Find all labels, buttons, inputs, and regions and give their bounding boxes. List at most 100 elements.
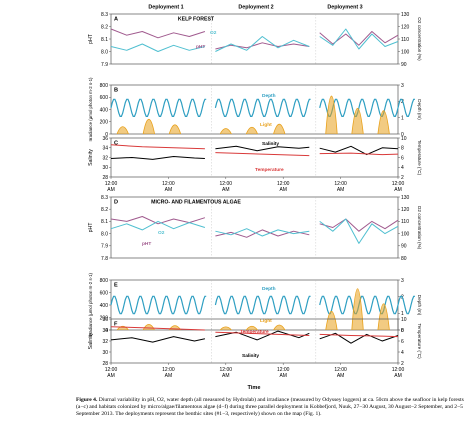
series-pht-line <box>319 31 399 46</box>
series-pht-line <box>215 42 310 50</box>
x-tick-label: 12:00 <box>277 367 290 373</box>
y2-tick-label: 120 <box>401 24 410 30</box>
panel-d: D MICRO- AND FILAMENTOUS ALGAE 8.3 8.2 8.1 8.… <box>88 195 422 262</box>
y-tick-label: 0 <box>105 132 108 138</box>
x-tick-label: 12:00 <box>220 367 233 373</box>
inline-series-label: Temperature <box>240 329 269 335</box>
series-temperature-line <box>110 144 205 150</box>
y2-axis-label: Temperature (°C) <box>417 323 422 359</box>
y2-tick-label: 130 <box>401 195 410 201</box>
series-light-peak <box>377 110 390 135</box>
series-depth-line <box>214 295 311 315</box>
y2-tick-label: 120 <box>401 207 410 213</box>
panel-letter: C <box>114 141 118 147</box>
y-tick-label: 34 <box>102 146 108 152</box>
series-light-peak <box>351 108 364 135</box>
series-light-peak <box>351 288 364 331</box>
y-axis-label: pHT <box>88 222 94 233</box>
x-tick-label: 12:00 <box>105 181 118 187</box>
y2-tick-label: 4 <box>401 165 404 171</box>
panel-letter: D <box>114 200 118 206</box>
series-light-peak <box>325 310 338 331</box>
series-temperature-line <box>319 152 399 156</box>
y2-tick-label: 2 <box>401 175 404 181</box>
y-tick-label: 8.0 <box>101 231 108 237</box>
caption-label: Figure 4. <box>76 397 98 403</box>
y2-tick-label: 100 <box>401 231 410 237</box>
x-tick-label: 12:00 <box>162 181 175 187</box>
y2-tick-label: 3 <box>401 278 404 284</box>
inline-series-label: Depth <box>262 93 276 99</box>
series-temperature-line <box>319 333 399 338</box>
x-tick-label: 12:00 <box>334 367 347 373</box>
y-tick-label: 7.8 <box>101 256 108 262</box>
x-tick-label: AM <box>165 373 173 379</box>
y2-tick-label: 110 <box>401 37 409 43</box>
series-temperature-line <box>215 331 310 336</box>
y-tick-label: 8.1 <box>101 37 108 43</box>
x-tick-label: AM <box>337 187 345 193</box>
y2-tick-label: 6 <box>401 155 404 161</box>
y-tick-label: 0 <box>105 328 108 334</box>
series-salinity-line <box>319 332 399 344</box>
y-tick-label: 200 <box>100 315 109 321</box>
y-tick-label: 8.3 <box>101 195 108 201</box>
inline-series-label: pHT <box>142 241 151 247</box>
series-depth-line <box>110 295 207 315</box>
x-tick-label: 12:00 <box>392 181 405 187</box>
series-o2-line <box>110 43 206 52</box>
series-temperature-line <box>215 152 310 157</box>
series-o2-line <box>215 36 310 52</box>
series-light-peak <box>219 326 232 331</box>
series-depth-line <box>214 98 311 117</box>
y2-tick-label: 10 <box>401 136 407 142</box>
y2-tick-label: 110 <box>401 219 409 225</box>
y2-tick-label: 90 <box>401 244 407 250</box>
series-light-peak <box>245 325 258 331</box>
y2-tick-label: 100 <box>401 49 410 55</box>
series-o2-line <box>110 220 206 231</box>
panel-letter: A <box>114 17 118 23</box>
inline-series-label: Salinity <box>242 353 259 359</box>
panel-letter: F <box>114 322 118 328</box>
x-tick-label: AM <box>337 373 345 379</box>
y-tick-label: 800 <box>100 278 109 284</box>
x-tick-label: AM <box>165 187 173 193</box>
y2-tick-label: 0 <box>401 328 404 334</box>
y-tick-label: 8.2 <box>101 207 108 213</box>
inline-series-label: O2 <box>158 230 165 236</box>
series-light-peak <box>142 118 155 135</box>
y2-tick-label: 4 <box>401 350 404 356</box>
y2-axis-label: Depth (m) <box>417 295 422 316</box>
y2-tick-label: 8 <box>401 328 404 334</box>
deployment-label: Deployment 3 <box>327 5 362 11</box>
series-light-peak <box>273 324 286 331</box>
series-depth-line <box>319 295 415 315</box>
y-axis-label: Irradiance (μmol photon m-2 s-1) <box>88 272 93 337</box>
series-pht-line <box>319 218 399 232</box>
y2-tick-label: 8 <box>401 146 404 152</box>
y2-tick-label: 130 <box>401 12 410 18</box>
series-pht-line <box>215 229 310 238</box>
series-light-peak <box>142 324 155 331</box>
panel-title: KELP FOREST <box>178 17 215 23</box>
panel-a: A KELP FOREST 8.3 8.2 8.1 8.0 7.9 130 120 110 100 9… <box>88 12 422 68</box>
series-pht-line <box>110 28 206 39</box>
x-tick-label: AM <box>222 187 230 193</box>
series-salinity-line <box>319 145 399 156</box>
x-tick-label: 12:00 <box>105 367 118 373</box>
x-tick-label: AM <box>107 373 115 379</box>
series-salinity-line <box>110 336 206 343</box>
y-tick-label: 8.1 <box>101 219 108 225</box>
y2-tick-label: 10 <box>401 317 407 323</box>
x-tick-label: AM <box>394 187 402 193</box>
caption-text: Diurnal variability in pH, O2, water dep… <box>76 397 464 417</box>
series-o2-line <box>319 218 399 244</box>
inline-series-label: Temperature <box>255 167 284 173</box>
panel-letter: E <box>114 283 118 289</box>
x-tick-label: 12:00 <box>392 367 405 373</box>
y-tick-label: 400 <box>100 303 109 309</box>
inline-series-label: Salinity <box>262 141 279 147</box>
y-tick-label: 7.9 <box>101 62 108 68</box>
